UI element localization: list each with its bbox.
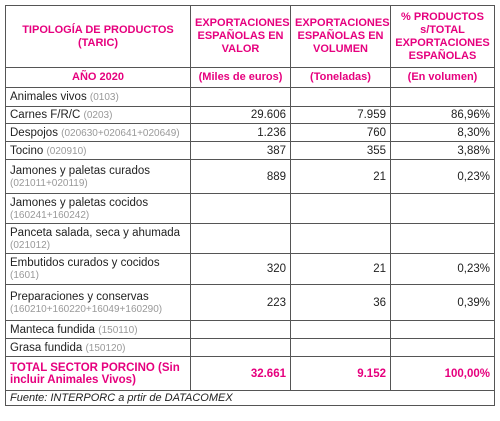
subheader-cell: AÑO 2020 — [5, 67, 191, 88]
total-volume: 9.152 — [290, 356, 391, 391]
product-cell: Tocino (020910) — [5, 141, 191, 160]
export-table: TIPOLOGÍA DE PRODUCTOS (TARIC) EXPORTACI… — [5, 5, 495, 406]
product-code: (150120) — [85, 342, 126, 354]
product-cell: Panceta salada, seca y ahumada (021012) — [5, 223, 191, 254]
header-cell: % PRODUCTOS s/TOTAL EXPORTACIONES ESPAÑO… — [390, 5, 495, 68]
volume-cell: 21 — [290, 159, 391, 194]
data-row: Carnes F/R/C (0203) 29.606 7.959 86,96% — [5, 106, 495, 124]
share-cell: 0,23% — [390, 159, 495, 194]
product-cell: Carnes F/R/C (0203) — [5, 106, 191, 124]
total-value: 32.661 — [190, 356, 291, 391]
volume-cell — [290, 338, 391, 357]
product-code: (021012) — [10, 239, 51, 251]
volume-cell — [290, 193, 391, 224]
value-cell — [190, 193, 291, 224]
product-name: Jamones y paletas cocidos — [10, 196, 149, 209]
header-row: TIPOLOGÍA DE PRODUCTOS (TARIC) EXPORTACI… — [5, 5, 495, 68]
product-code: (160241+160242) — [10, 209, 90, 221]
share-cell — [390, 87, 495, 107]
product-name: Preparaciones y conservas — [10, 290, 149, 303]
value-cell — [190, 320, 291, 339]
product-cell: Preparaciones y conservas (160210+160220+… — [5, 284, 191, 321]
data-row: Panceta salada, seca y ahumada (021012) — [5, 223, 495, 254]
subheader-cell: (Toneladas) — [290, 67, 391, 88]
value-cell: 889 — [190, 159, 291, 194]
product-name: Panceta salada, seca y ahumada — [10, 226, 181, 239]
share-cell: 0,23% — [390, 253, 495, 285]
data-row: Despojos (020630+020641+020649) 1.236 760 8… — [5, 123, 495, 142]
value-cell — [190, 338, 291, 357]
data-row: Animales vivos (0103) — [5, 87, 495, 107]
value-cell: 223 — [190, 284, 291, 321]
volume-cell: 760 — [290, 123, 391, 142]
value-cell: 320 — [190, 253, 291, 285]
product-name: Grasa fundida — [10, 341, 83, 354]
product-code: (020910) — [46, 145, 87, 157]
product-name: Jamones y paletas curados — [10, 164, 150, 177]
value-cell — [190, 223, 291, 254]
share-cell — [390, 223, 495, 254]
volume-cell: 7.959 — [290, 106, 391, 124]
share-cell — [390, 338, 495, 357]
share-cell — [390, 320, 495, 339]
data-row: Jamones y paletas curados (021011+020119)… — [5, 159, 495, 194]
product-name: Carnes F/R/C — [10, 109, 81, 121]
header-cell: TIPOLOGÍA DE PRODUCTOS (TARIC) — [5, 5, 191, 68]
product-name: Embutidos curados y cocidos — [10, 257, 160, 269]
value-cell: 1.236 — [190, 123, 291, 142]
product-name: Tocino — [10, 144, 44, 157]
data-row: Tocino (020910) 387 355 3,88% — [5, 141, 495, 160]
product-cell: Embutidos curados y cocidos (1601) — [5, 253, 191, 285]
volume-cell — [290, 87, 391, 107]
header-cell: EXPORTACIONES ESPAÑOLAS EN VALOR — [190, 5, 291, 68]
product-name: Despojos — [10, 126, 58, 139]
share-cell: 86,96% — [390, 106, 495, 124]
share-cell: 8,30% — [390, 123, 495, 142]
product-code: (0103) — [89, 92, 119, 103]
data-row: Jamones y paletas cocidos (160241+160242) — [5, 193, 495, 224]
share-cell: 0,39% — [390, 284, 495, 321]
product-cell: Animales vivos (0103) — [5, 87, 191, 107]
value-cell — [190, 87, 291, 107]
data-row: Embutidos curados y cocidos (1601) 320 21 0,… — [5, 253, 495, 285]
product-code: (1601) — [10, 270, 39, 281]
source-row: Fuente: INTERPORC a prtir de DATACOMEX — [5, 390, 495, 406]
product-name: Manteca fundida — [10, 323, 96, 336]
product-cell: Jamones y paletas cocidos (160241+160242) — [5, 193, 191, 224]
value-cell: 387 — [190, 141, 291, 160]
share-cell: 3,88% — [390, 141, 495, 160]
product-name: Animales vivos — [10, 91, 87, 103]
source: Fuente: INTERPORC a prtir de DATACOMEX — [5, 390, 495, 406]
product-cell: Despojos (020630+020641+020649) — [5, 123, 191, 142]
header-cell: EXPORTACIONES ESPAÑOLAS EN VOLUMEN — [290, 5, 391, 68]
product-code: (0203) — [83, 110, 113, 121]
share-cell — [390, 193, 495, 224]
product-code: (020630+020641+020649) — [61, 127, 180, 139]
total-label: TOTAL SECTOR PORCINO (Sin incluir Animal… — [5, 356, 191, 391]
volume-cell: 355 — [290, 141, 391, 160]
data-row: Manteca fundida (150110) — [5, 320, 495, 339]
product-cell: Grasa fundida (150120) — [5, 338, 191, 357]
product-cell: Jamones y paletas curados (021011+020119) — [5, 159, 191, 194]
product-code: (021011+020119) — [10, 177, 88, 189]
volume-cell — [290, 320, 391, 339]
subheader-cell: (En volumen) — [390, 67, 495, 88]
product-code: (150110) — [98, 324, 138, 336]
total-share: 100,00% — [390, 356, 495, 391]
data-row: Grasa fundida (150120) — [5, 338, 495, 357]
volume-cell: 21 — [290, 253, 391, 285]
volume-cell: 36 — [290, 284, 391, 321]
value-cell: 29.606 — [190, 106, 291, 124]
product-cell: Manteca fundida (150110) — [5, 320, 191, 339]
subheader-row: AÑO 2020 (Miles de euros) (Toneladas) (E… — [5, 67, 495, 88]
total-row: TOTAL SECTOR PORCINO (Sin incluir Animal… — [5, 356, 495, 391]
data-row: Preparaciones y conservas (160210+160220+… — [5, 284, 495, 321]
subheader-cell: (Miles de euros) — [190, 67, 291, 88]
product-code: (160210+160220+16049+160290) — [10, 303, 163, 315]
volume-cell — [290, 223, 391, 254]
